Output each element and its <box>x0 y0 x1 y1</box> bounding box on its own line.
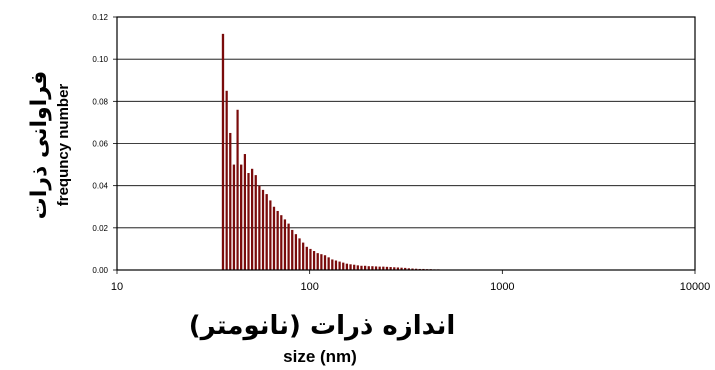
bar-28 <box>323 255 327 270</box>
bar-36 <box>353 264 356 270</box>
bar-23 <box>305 246 308 270</box>
bar-53 <box>415 268 418 270</box>
bar-1 <box>225 90 228 271</box>
bar-11 <box>261 189 265 270</box>
x-tick-label-2: 1000 <box>490 281 514 293</box>
bar-44 <box>382 266 385 270</box>
bar-41 <box>371 266 374 270</box>
bar-15 <box>276 210 279 270</box>
bar-35 <box>349 264 352 270</box>
bar-12 <box>265 194 268 270</box>
bar-25 <box>312 251 316 270</box>
x-tick-label-0: 10 <box>111 281 123 293</box>
x-axis-label-fa: اندازه ذرات (نانومتر) <box>189 311 456 341</box>
bar-38 <box>360 265 363 270</box>
y-axis-label-fa: فراوانی ذرات <box>27 71 52 220</box>
bar-9 <box>254 175 257 270</box>
bar-16 <box>280 215 283 270</box>
bar-5 <box>240 164 243 270</box>
bar-4 <box>236 109 239 271</box>
y-tick-label-4: 0.08 <box>92 97 108 106</box>
bar-31 <box>334 260 338 270</box>
bar-47 <box>393 267 396 270</box>
bar-21 <box>298 238 301 270</box>
y-tick-label-1: 0.02 <box>92 224 108 233</box>
bar-29 <box>327 257 330 270</box>
bar-10 <box>258 185 261 270</box>
y-axis-label-en: frequncy number <box>55 84 72 207</box>
bar-0 <box>221 33 225 270</box>
bar-42 <box>374 266 378 270</box>
bar-45 <box>385 266 389 270</box>
bar-52 <box>411 268 414 270</box>
bar-3 <box>232 164 236 270</box>
bar-51 <box>407 268 410 270</box>
bar-22 <box>302 242 305 270</box>
bar-48 <box>396 267 400 270</box>
bar-series <box>221 33 440 271</box>
gridlines <box>117 58 695 229</box>
bar-27 <box>320 254 323 270</box>
x-tick-labels: 10 100 1000 10000 <box>111 270 710 293</box>
bar-39 <box>363 265 367 270</box>
y-tick-label-6: 0.12 <box>92 13 108 22</box>
bar-40 <box>367 266 370 270</box>
bar-18 <box>287 223 290 270</box>
bar-34 <box>345 263 349 270</box>
bar-49 <box>400 267 403 270</box>
bar-46 <box>389 267 392 270</box>
bar-19 <box>291 229 294 270</box>
bar-24 <box>309 248 312 270</box>
y-tick-labels: 0.00 0.02 0.04 0.06 0.08 0.10 0.12 <box>92 13 117 275</box>
bar-33 <box>342 262 345 270</box>
bar-6 <box>243 154 247 270</box>
y-tick-label-5: 0.10 <box>92 55 108 64</box>
bar-2 <box>229 132 232 270</box>
bar-20 <box>294 234 298 270</box>
bar-8 <box>250 168 254 270</box>
bar-37 <box>356 265 359 270</box>
bar-50 <box>404 267 407 270</box>
x-tick-label-3: 10000 <box>680 281 711 293</box>
bar-14 <box>272 206 276 270</box>
bar-43 <box>378 266 381 270</box>
bar-13 <box>269 200 272 270</box>
y-tick-label-0: 0.00 <box>92 266 108 275</box>
bar-17 <box>283 219 287 270</box>
bar-7 <box>247 173 250 270</box>
bar-32 <box>338 261 341 270</box>
x-axis-label-en: size (nm) <box>283 347 357 366</box>
bar-30 <box>331 259 334 270</box>
x-tick-label-1: 100 <box>300 281 318 293</box>
y-tick-label-3: 0.06 <box>92 140 108 149</box>
y-tick-label-2: 0.04 <box>92 182 108 191</box>
bar-26 <box>316 253 319 270</box>
